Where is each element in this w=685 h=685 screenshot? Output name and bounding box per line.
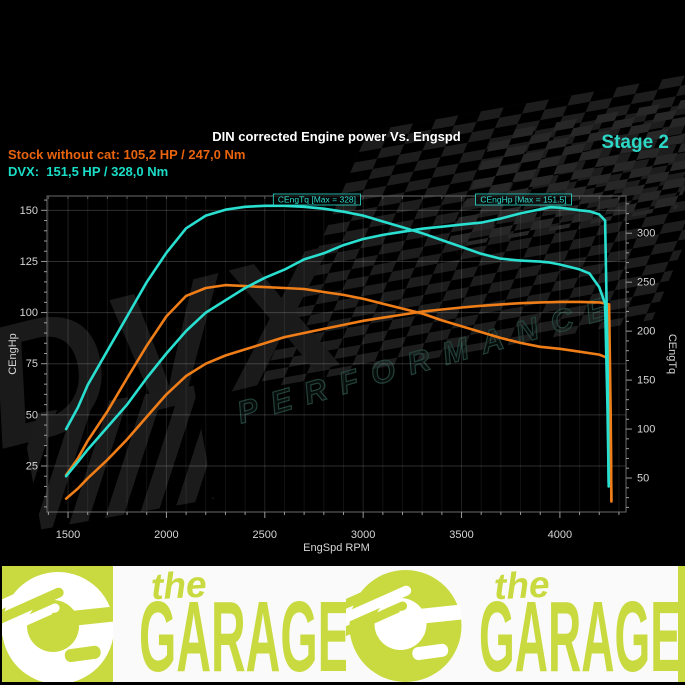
y-left-axis-title: CEngHp xyxy=(7,333,19,375)
x-tick-label: 3000 xyxy=(351,529,375,541)
x-tick-label: 2000 xyxy=(154,529,178,541)
curve-max-annotation-box xyxy=(475,193,572,206)
x-tick-label: 2500 xyxy=(253,529,277,541)
garage-main-wordmark: GARAGE xyxy=(139,581,346,682)
y-right-tick-label: 200 xyxy=(637,326,655,338)
garage-logo-tile-lime xyxy=(2,566,113,682)
lime-edge-strip xyxy=(678,566,685,682)
x-tick-label: 3500 xyxy=(449,529,473,541)
y-left-tick-label: 100 xyxy=(20,307,38,319)
y-left-tick-label: 25 xyxy=(26,460,38,472)
garage-wordmark: the GARAGE xyxy=(113,566,346,682)
y-right-tick-label: 250 xyxy=(637,277,655,289)
legend-tuned-line: DVX: 151,5 HP / 328,0 Nm xyxy=(8,164,169,179)
y-right-tick-label: 100 xyxy=(637,424,655,436)
curve-max-annotation-box xyxy=(272,193,361,206)
y-right-tick-label: 150 xyxy=(637,375,655,387)
y-left-tick-label: 50 xyxy=(26,409,38,421)
garage-g-logo-icon xyxy=(346,570,462,682)
curve-dvx-torque xyxy=(64,204,610,485)
dyno-chart: 1500 2000 2500 3000 3500 4000 25 50 75 100 125 150 5… xyxy=(7,193,678,554)
x-axis-title: EngSpd RPM xyxy=(303,542,370,554)
chart-title: DIN corrected Engine power Vs. Engspd xyxy=(212,129,461,144)
y-right-tick-label: 50 xyxy=(637,473,649,485)
y-left-tick-label: 150 xyxy=(20,205,38,217)
garage-main-wordmark: GARAGE xyxy=(479,581,678,682)
legend-stock-line: Stock without cat: 105,2 HP / 247,0 Nm xyxy=(8,147,246,162)
curve-max-annotation: CEngHp [Max = 151.5] xyxy=(480,195,566,205)
y-right-tick-label: 300 xyxy=(637,228,655,240)
curve-dvx-power xyxy=(64,205,610,488)
curve-stock-power xyxy=(64,300,613,503)
curve-max-annotation: CEngTq [Max = 328] xyxy=(278,195,356,205)
x-tick-label: 1500 xyxy=(56,529,80,541)
garage-g-logo-icon xyxy=(2,572,113,682)
garage-logo-tile-white xyxy=(346,566,464,682)
garage-wordmark: the GARAGE xyxy=(464,566,678,682)
curve-stock-torque xyxy=(64,283,613,503)
garage-banner: the GARAGE the GARAGE xyxy=(0,566,685,682)
x-tick-label: 4000 xyxy=(548,529,572,541)
stage-label: Stage 2 xyxy=(601,132,669,153)
y-left-tick-label: 125 xyxy=(20,256,38,268)
y-right-axis-title: CEngTq xyxy=(666,334,678,374)
y-left-tick-label: 75 xyxy=(26,358,38,370)
plot-border xyxy=(46,195,627,513)
